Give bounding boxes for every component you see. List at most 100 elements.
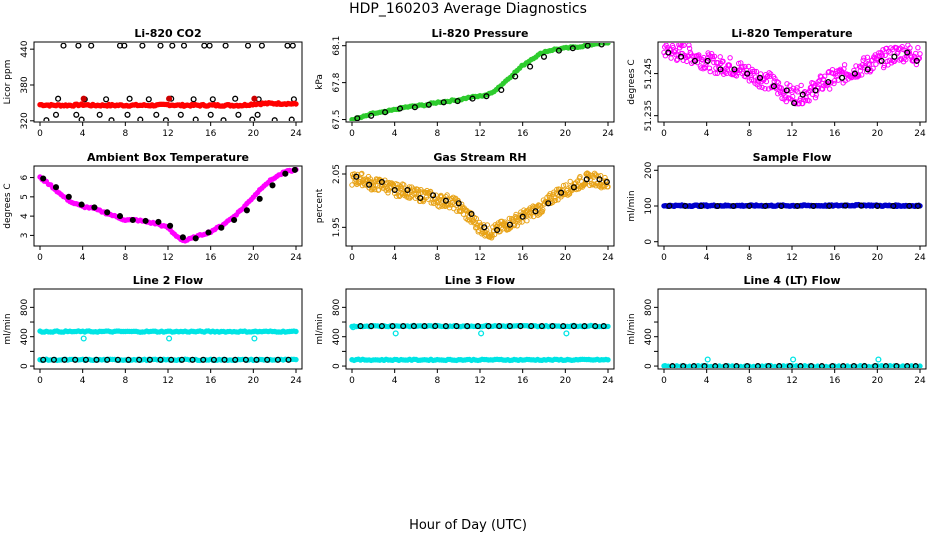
data-point [678, 53, 685, 60]
data-point [563, 182, 569, 188]
data-point [502, 219, 508, 225]
plot-area [349, 43, 611, 121]
data-point [483, 93, 490, 100]
data-point [893, 363, 900, 368]
data-point [284, 43, 291, 49]
x-tick-label: 8 [434, 129, 440, 139]
data-point [220, 117, 227, 121]
series-average_upper [37, 328, 299, 335]
panel-title: Li-820 CO2 [134, 27, 201, 40]
data-point [251, 335, 258, 342]
data-point [139, 43, 146, 49]
data-point [455, 197, 461, 204]
y-tick-label: 440 [20, 40, 30, 57]
data-point [498, 86, 505, 94]
data-point [506, 323, 513, 330]
data-point [598, 43, 605, 48]
x-tick-label: 24 [914, 376, 926, 386]
data-point [596, 176, 603, 183]
plot-area [349, 170, 611, 241]
data-point [274, 356, 281, 363]
data-point [256, 195, 263, 202]
data-point [104, 209, 111, 216]
data-point [376, 187, 382, 193]
x-tick-label: 12 [162, 253, 173, 263]
series-scatter [353, 173, 610, 234]
data-point [166, 95, 173, 102]
data-point [244, 43, 252, 49]
data-point [698, 202, 705, 210]
x-tick-label: 0 [37, 129, 43, 139]
data-point [798, 82, 804, 89]
y-tick-label: 4 [20, 213, 30, 219]
x-tick-label: 8 [122, 253, 128, 263]
data-point [770, 83, 777, 90]
data-point [677, 43, 684, 48]
data-point [540, 53, 548, 60]
data-point [795, 89, 801, 95]
data-point [555, 47, 562, 54]
data-point [842, 202, 849, 209]
y-tick-label: 5 [20, 194, 30, 200]
series-average [37, 167, 299, 244]
y-axis-label: ml/min [315, 313, 325, 344]
y-tick-label: 51.245 [644, 58, 654, 90]
data-point [754, 363, 761, 368]
data-point [545, 200, 552, 207]
data-point [189, 356, 196, 363]
data-point [468, 210, 475, 218]
data-point [474, 323, 481, 330]
data-point [794, 202, 801, 210]
series-scatter [357, 323, 607, 330]
x-tick-label: 0 [37, 253, 43, 263]
data-point [243, 207, 250, 214]
data-point [200, 356, 207, 363]
data-point [116, 213, 124, 220]
data-point [91, 204, 98, 211]
data-point [668, 55, 674, 61]
data-point [404, 186, 411, 194]
plot-frame [33, 41, 303, 123]
data-point [904, 363, 911, 368]
data-point [679, 43, 685, 49]
data-point [581, 323, 588, 330]
panel-4: Ambient Box Temperature 0 4 8 12 16 20 24 3 4 5 6 de… [3, 151, 303, 263]
data-point [439, 203, 445, 209]
x-tick-label: 12 [162, 129, 173, 139]
data-point [717, 54, 723, 60]
data-point [258, 43, 265, 49]
x-tick-label: 24 [290, 253, 302, 263]
data-point [167, 222, 174, 229]
x-tick-label: 20 [872, 129, 884, 139]
data-point [879, 52, 885, 58]
x-tick-label: 24 [602, 129, 614, 139]
data-point [802, 97, 809, 104]
data-point [746, 202, 753, 210]
data-point [192, 116, 199, 121]
y-axis-label: degrees C [627, 59, 637, 104]
series-scatter [40, 356, 292, 363]
data-point [812, 95, 819, 101]
data-point [722, 363, 729, 368]
data-point [179, 234, 186, 241]
panel-title: Line 3 Flow [445, 274, 515, 287]
data-point [605, 43, 611, 46]
data-point [192, 235, 199, 242]
x-tick-label: 16 [205, 253, 217, 263]
data-point [178, 356, 185, 363]
y-tick-label: 800 [20, 298, 30, 315]
y-tick-label: 400 [644, 328, 654, 345]
panel-title: Li-820 Temperature [731, 27, 852, 40]
x-tick-label: 12 [162, 376, 173, 386]
data-point [419, 189, 425, 195]
data-point [430, 192, 437, 199]
data-point [73, 111, 80, 118]
data-point [605, 357, 611, 363]
x-tick-label: 0 [661, 253, 667, 263]
panel-title: Sample Flow [753, 151, 832, 164]
series-scatter [40, 167, 298, 242]
data-point [701, 363, 708, 368]
y-axis-label: Licor ppm [3, 60, 13, 105]
data-point [911, 53, 917, 60]
data-point [425, 196, 431, 202]
